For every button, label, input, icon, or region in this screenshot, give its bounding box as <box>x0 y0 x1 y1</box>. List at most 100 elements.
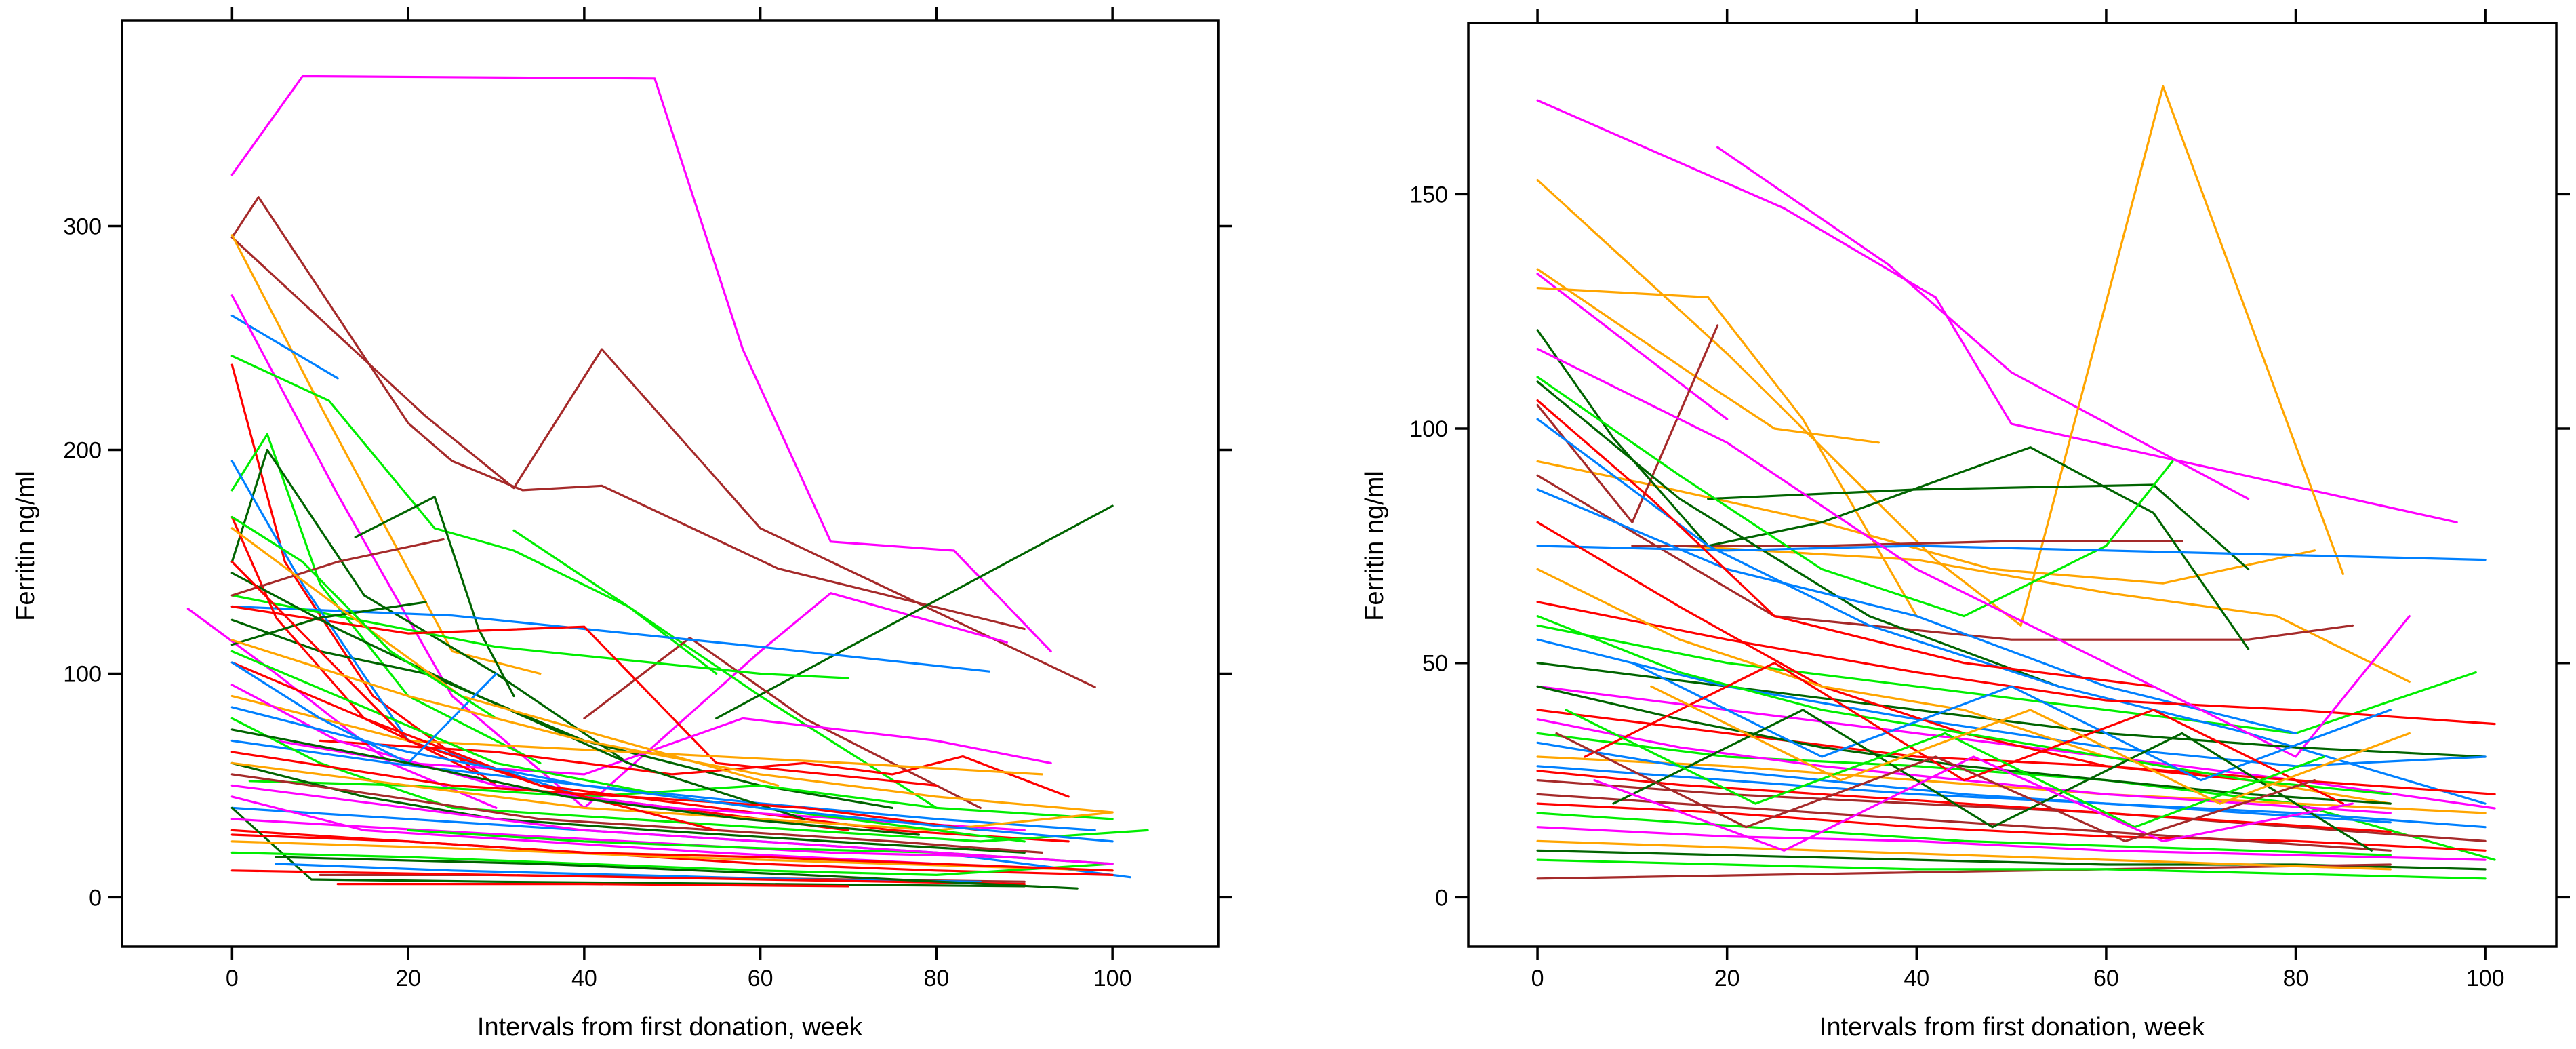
left-series-line-1 <box>230 75 1052 653</box>
left-series-line-56 <box>230 784 1114 865</box>
right-series-line-25 <box>1536 662 2487 758</box>
left-series-line-8 <box>230 363 850 832</box>
right-series-line-38 <box>1536 614 2392 795</box>
right-series-line-22 <box>1536 347 2411 758</box>
right-series-line-51 <box>1650 685 2411 805</box>
right-series-line-42 <box>1536 770 2392 833</box>
left-series-line-46 <box>230 818 1008 858</box>
right-series-line-10 <box>1631 540 2183 547</box>
right-series-line-28 <box>1536 765 2487 829</box>
right-series-line-50 <box>1593 755 2354 852</box>
right-series-line-52 <box>1555 732 2316 843</box>
right-series-line-30 <box>1536 802 2487 852</box>
left-series-line-43 <box>230 869 1026 886</box>
left-series-line-33 <box>230 761 1114 832</box>
right-series-line-29 <box>1536 778 2487 843</box>
left-series-line-11 <box>354 496 515 698</box>
right-series-line-49 <box>1565 709 2326 829</box>
left-series-line-10 <box>230 448 630 765</box>
left-y-tick-label: 100 <box>63 661 102 687</box>
left-y-tick-label: 200 <box>63 438 102 464</box>
right-series-line-46 <box>1631 662 2392 782</box>
right-series-line-39 <box>1536 685 2392 805</box>
right-x-tick-label: 40 <box>1904 966 1929 991</box>
right-series-line-13 <box>1707 483 2250 571</box>
right-series-line-4 <box>1536 85 2344 627</box>
left-x-axis-label: Intervals from first donation, week <box>477 1013 863 1042</box>
right-y-tick-label: 50 <box>1422 651 1448 677</box>
left-series-line-44 <box>275 856 1079 890</box>
right-x-tick-label: 80 <box>2283 966 2309 991</box>
right-series-line-27 <box>1536 755 2487 814</box>
right-axis-ticks: 0 20 40 60 80 100 0 50 100 150 <box>1409 9 2570 991</box>
left-series-line-5 <box>230 314 339 380</box>
left-y-axis-label: Ferritin ng/ml <box>12 471 40 621</box>
left-series-line-53 <box>230 751 982 832</box>
left-series-line-45 <box>336 882 850 888</box>
right-series-line-34 <box>1536 858 2487 880</box>
left-plot-frame <box>121 19 1220 948</box>
left-x-tick-label: 0 <box>226 966 239 991</box>
left-series-line-30 <box>230 761 1026 854</box>
right-series-line-2 <box>1716 146 2250 500</box>
left-series-line-7 <box>230 355 938 810</box>
right-series-line-21 <box>1536 601 2496 726</box>
left-series-line-13 <box>583 637 982 810</box>
right-series-group <box>1536 85 2496 880</box>
left-series-line-48 <box>230 572 806 820</box>
left-series-line-3 <box>230 236 1096 688</box>
right-y-axis-label: Ferritin ng/ml <box>1361 471 1389 621</box>
left-x-tick-label: 100 <box>1093 966 1132 991</box>
right-series-line-44 <box>1536 812 2392 856</box>
left-series-line-23 <box>230 538 445 597</box>
right-series-line-14 <box>1536 380 2060 688</box>
right-x-tick-label: 100 <box>2466 966 2505 991</box>
left-series-line-34 <box>230 773 1043 854</box>
left-x-tick-label: 20 <box>395 966 421 991</box>
left-series-line-28 <box>230 739 1096 832</box>
left-series-line-12 <box>715 504 1114 720</box>
right-series-line-6 <box>1536 287 1918 618</box>
right-y-tick-label: 0 <box>1435 885 1448 911</box>
right-series-line-15 <box>1536 376 2174 618</box>
right-series-line-31 <box>1536 826 2487 861</box>
right-series-line-11 <box>1536 474 2354 641</box>
right-x-tick-label: 60 <box>2093 966 2119 991</box>
right-series-line-5 <box>1536 268 1880 444</box>
left-series-line-16 <box>230 594 850 679</box>
left-series-line-40 <box>230 840 1114 872</box>
left-axis-ticks: 0 20 40 60 80 100 0 100 200 300 <box>63 7 1232 991</box>
right-series-line-9 <box>1536 324 1719 523</box>
left-series-line-36 <box>230 829 1114 877</box>
right-series-line-8 <box>1678 545 2411 684</box>
left-series-line-25 <box>319 739 1070 798</box>
right-series-line-1 <box>1536 99 2458 523</box>
left-series-line-59 <box>230 833 1114 872</box>
right-x-tick-label: 0 <box>1531 966 1544 991</box>
left-series-line-14 <box>512 529 718 675</box>
left-series-line-19 <box>230 618 894 810</box>
left-series-line-9 <box>230 433 542 765</box>
right-series-line-20 <box>1536 399 2155 688</box>
right-plot-frame <box>1467 22 2558 948</box>
left-panel: 0 20 40 60 80 100 0 100 200 300 Intervals from fi… <box>12 7 1232 1042</box>
right-series-line-16 <box>1536 624 2477 735</box>
right-series-line-24 <box>1536 709 2496 795</box>
right-series-line-33 <box>1536 863 2392 880</box>
left-series-group <box>186 75 1149 890</box>
left-series-line-57 <box>230 706 1114 843</box>
right-series-line-43 <box>1536 793 2392 852</box>
right-series-line-45 <box>1536 839 2392 871</box>
right-series-line-47 <box>1584 662 2344 805</box>
left-series-line-2 <box>230 196 1026 631</box>
left-series-line-39 <box>230 851 1114 877</box>
left-series-line-54 <box>230 728 921 836</box>
right-x-tick-label: 20 <box>1714 966 1740 991</box>
left-series-line-17 <box>230 605 938 787</box>
left-y-tick-label: 0 <box>89 885 102 911</box>
right-y-tick-label: 150 <box>1409 182 1448 207</box>
right-series-line-7 <box>1536 460 2316 585</box>
right-y-tick-label: 100 <box>1409 416 1448 442</box>
left-series-line-37 <box>230 806 1026 888</box>
